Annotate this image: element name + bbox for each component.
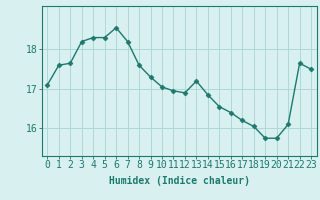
X-axis label: Humidex (Indice chaleur): Humidex (Indice chaleur) [109, 176, 250, 186]
